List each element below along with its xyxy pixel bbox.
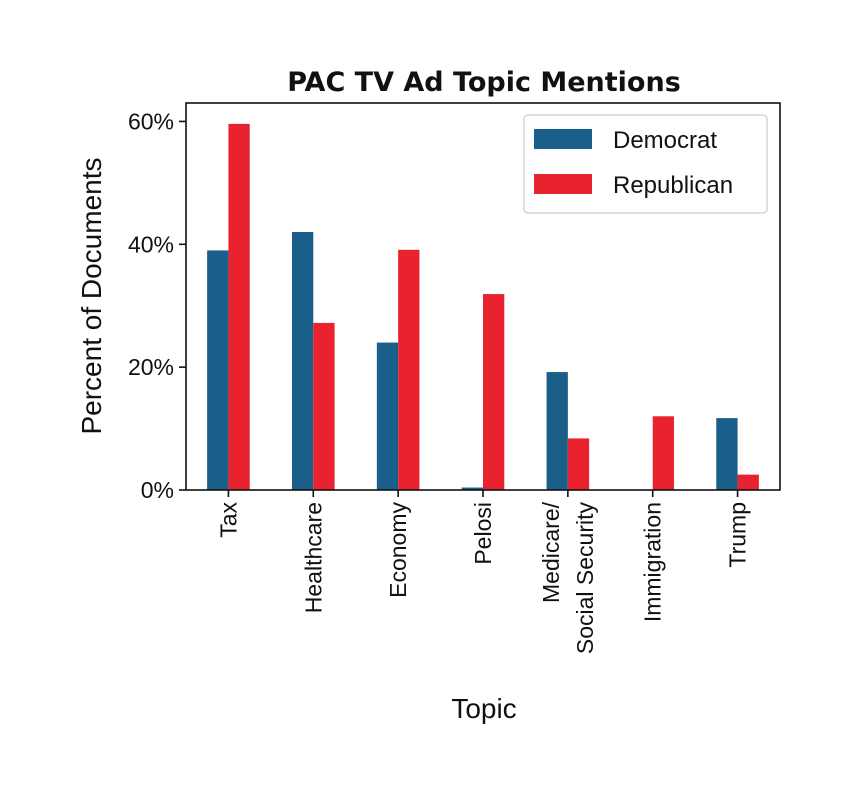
legend-label-republican: Republican [613, 172, 733, 199]
legend: Democrat Republican [523, 114, 768, 214]
x-tick-label: Medicare/Social Security [538, 501, 598, 654]
bar-democrat-6 [716, 418, 738, 490]
bar-democrat-2 [376, 342, 399, 490]
x-tick-label: Pelosi [470, 502, 496, 565]
y-tick-label: 0% [141, 477, 174, 503]
bar-republican-2 [398, 249, 420, 490]
y-axis-label: Percent of Documents [76, 157, 107, 434]
y-tick-label: 60% [128, 108, 174, 134]
bar-republican-1 [313, 322, 335, 490]
bar-democrat-0 [207, 250, 229, 490]
y-axis-ticks: 0% 20% 40% 60% [128, 108, 186, 503]
x-tick-label: Trump [725, 502, 751, 568]
x-axis-ticks: Tax Healthcare Economy Pelosi Medicare/Socia… [215, 490, 751, 654]
y-tick-label: 40% [128, 231, 174, 257]
bar-republican-6 [737, 474, 759, 490]
y-tick-label: 20% [128, 354, 174, 380]
x-tick-label: Healthcare [300, 502, 326, 613]
legend-label-democrat: Democrat [613, 127, 717, 154]
legend-swatch-republican [534, 174, 592, 194]
bar-democrat-4 [546, 372, 568, 490]
x-tick-label: Tax [215, 502, 241, 538]
bar-republican-4 [567, 438, 590, 490]
bar-republican-0 [228, 123, 250, 490]
x-axis-label: Topic [451, 693, 516, 724]
bar-republican-5 [652, 416, 675, 490]
bar-democrat-3 [461, 487, 483, 490]
chart-title: PAC TV Ad Topic Mentions [287, 67, 681, 98]
bar-democrat-1 [291, 232, 314, 490]
bars-group [207, 123, 759, 490]
x-tick-label: Economy [385, 502, 411, 598]
bar-republican-3 [483, 294, 505, 490]
legend-swatch-democrat [534, 129, 592, 149]
x-tick-label: Immigration [640, 502, 666, 622]
